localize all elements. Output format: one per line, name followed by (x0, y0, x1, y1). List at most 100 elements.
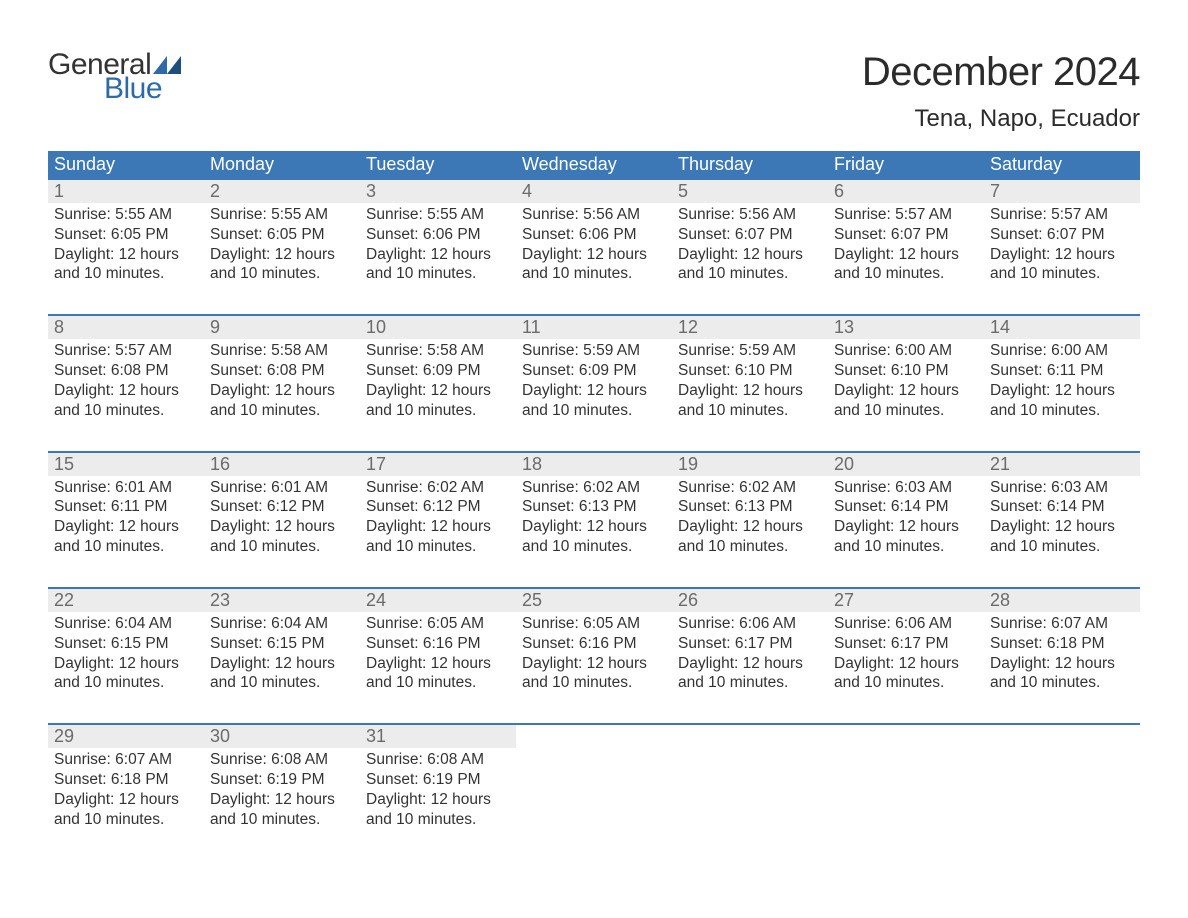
sunset-line: Sunset: 6:18 PM (54, 770, 198, 790)
day-number: 31 (360, 725, 516, 748)
day-cell: 25Sunrise: 6:05 AMSunset: 6:16 PMDayligh… (516, 589, 672, 695)
week-row: 15Sunrise: 6:01 AMSunset: 6:11 PMDayligh… (48, 451, 1140, 559)
sunset-line: Sunset: 6:16 PM (522, 634, 666, 654)
sunset-line: Sunset: 6:19 PM (210, 770, 354, 790)
daylight-line: Daylight: 12 hours and 10 minutes. (54, 245, 198, 285)
day-header: Saturday (984, 151, 1140, 178)
day-cell: 28Sunrise: 6:07 AMSunset: 6:18 PMDayligh… (984, 589, 1140, 695)
day-number: 8 (48, 316, 204, 339)
sunrise-line: Sunrise: 6:02 AM (366, 478, 510, 498)
sunrise-line: Sunrise: 5:57 AM (54, 341, 198, 361)
day-number: 4 (516, 180, 672, 203)
day-cell: 17Sunrise: 6:02 AMSunset: 6:12 PMDayligh… (360, 453, 516, 559)
day-cell: 16Sunrise: 6:01 AMSunset: 6:12 PMDayligh… (204, 453, 360, 559)
sunset-line: Sunset: 6:15 PM (54, 634, 198, 654)
sunset-line: Sunset: 6:06 PM (366, 225, 510, 245)
day-number: 28 (984, 589, 1140, 612)
day-number: 13 (828, 316, 984, 339)
week-row: 8Sunrise: 5:57 AM Sunset: 6:08 PM Daylight… (48, 314, 1140, 422)
sunset-line: Sunset: 6:13 PM (522, 497, 666, 517)
day-cell: 29Sunrise: 6:07 AMSunset: 6:18 PMDayligh… (48, 725, 204, 831)
daylight-line: Daylight: 12 hours and 10 minutes. (834, 381, 978, 421)
day-number: 23 (204, 589, 360, 612)
daylight-line: Daylight: 12 hours and 10 minutes. (366, 790, 510, 830)
day-cell (672, 725, 828, 831)
daylight-line: Daylight: 12 hours and 10 minutes. (210, 790, 354, 830)
week-row: 1Sunrise: 5:55 AMSunset: 6:05 PMDaylight… (48, 178, 1140, 286)
day-cell: 27Sunrise: 6:06 AMSunset: 6:17 PMDayligh… (828, 589, 984, 695)
daylight-line: Daylight: 12 hours and 10 minutes. (366, 381, 510, 421)
daylight-line: Daylight: 12 hours and 10 minutes. (366, 245, 510, 285)
sunrise-line: Sunrise: 6:08 AM (366, 750, 510, 770)
day-cell: 4Sunrise: 5:56 AMSunset: 6:06 PMDaylight… (516, 180, 672, 286)
sunrise-line: Sunrise: 5:57 AM (834, 205, 978, 225)
daylight-line: Daylight: 12 hours and 10 minutes. (522, 381, 666, 421)
day-number: 15 (48, 453, 204, 476)
daylight-line: Daylight: 12 hours and 10 minutes. (834, 245, 978, 285)
day-cell: 21Sunrise: 6:03 AMSunset: 6:14 PMDayligh… (984, 453, 1140, 559)
day-header: Sunday (48, 151, 204, 178)
day-number: 3 (360, 180, 516, 203)
sunset-line: Sunset: 6:13 PM (678, 497, 822, 517)
day-header: Tuesday (360, 151, 516, 178)
sunset-line: Sunset: 6:07 PM (990, 225, 1134, 245)
sunset-line: Sunset: 6:08 PM (210, 361, 354, 381)
daylight-line: Daylight: 12 hours and 10 minutes. (678, 517, 822, 557)
day-number: 9 (204, 316, 360, 339)
sunrise-line: Sunrise: 6:03 AM (990, 478, 1134, 498)
sunrise-line: Sunrise: 5:59 AM (522, 341, 666, 361)
day-cell: 10Sunrise: 5:58 AMSunset: 6:09 PMDayligh… (360, 316, 516, 422)
day-header: Friday (828, 151, 984, 178)
day-number: 18 (516, 453, 672, 476)
sunset-line: Sunset: 6:15 PM (210, 634, 354, 654)
day-cell: 31Sunrise: 6:08 AMSunset: 6:19 PMDayligh… (360, 725, 516, 831)
day-number: 12 (672, 316, 828, 339)
daylight-line: Daylight: 12 hours and 10 minutes. (834, 517, 978, 557)
day-cell: 22Sunrise: 6:04 AMSunset: 6:15 PMDayligh… (48, 589, 204, 695)
header: General Blue December 2024 Tena, Napo, E… (48, 50, 1140, 145)
day-cell: 6Sunrise: 5:57 AMSunset: 6:07 PMDaylight… (828, 180, 984, 286)
sunset-line: Sunset: 6:16 PM (366, 634, 510, 654)
page-title: December 2024 (862, 50, 1140, 95)
day-number: 30 (204, 725, 360, 748)
sunrise-line: Sunrise: 6:08 AM (210, 750, 354, 770)
day-cell: 15Sunrise: 6:01 AMSunset: 6:11 PMDayligh… (48, 453, 204, 559)
sunrise-line: Sunrise: 5:55 AM (210, 205, 354, 225)
sunrise-line: Sunrise: 6:04 AM (210, 614, 354, 634)
day-number: 14 (984, 316, 1140, 339)
sunrise-line: Sunrise: 6:06 AM (678, 614, 822, 634)
sunset-line: Sunset: 6:11 PM (990, 361, 1134, 381)
day-cell: 5Sunrise: 5:56 AMSunset: 6:07 PMDaylight… (672, 180, 828, 286)
sunrise-line: Sunrise: 5:58 AM (210, 341, 354, 361)
sunrise-line: Sunrise: 6:07 AM (990, 614, 1134, 634)
daylight-line: Daylight: 12 hours and 10 minutes. (678, 654, 822, 694)
sunset-line: Sunset: 6:14 PM (834, 497, 978, 517)
sunrise-line: Sunrise: 6:00 AM (990, 341, 1134, 361)
daylight-line: Daylight: 12 hours and 10 minutes. (522, 654, 666, 694)
sunset-line: Sunset: 6:14 PM (990, 497, 1134, 517)
daylight-line: Daylight: 12 hours and 10 minutes. (522, 517, 666, 557)
brand-logo: General Blue (48, 50, 181, 104)
day-cell: 26Sunrise: 6:06 AMSunset: 6:17 PMDayligh… (672, 589, 828, 695)
day-number: 27 (828, 589, 984, 612)
day-header: Thursday (672, 151, 828, 178)
day-cell: 12Sunrise: 5:59 AMSunset: 6:10 PMDayligh… (672, 316, 828, 422)
day-cell: 13Sunrise: 6:00 AMSunset: 6:10 PMDayligh… (828, 316, 984, 422)
sunrise-line: Sunrise: 6:02 AM (522, 478, 666, 498)
week-row: 22Sunrise: 6:04 AMSunset: 6:15 PMDayligh… (48, 587, 1140, 695)
daylight-line: Daylight: 12 hours and 10 minutes. (522, 245, 666, 285)
daylight-line: Daylight: 12 hours and 10 minutes. (210, 654, 354, 694)
day-cell (984, 725, 1140, 831)
day-number: 5 (672, 180, 828, 203)
sunrise-line: Sunrise: 5:58 AM (366, 341, 510, 361)
sunset-line: Sunset: 6:17 PM (678, 634, 822, 654)
sunrise-line: Sunrise: 5:56 AM (522, 205, 666, 225)
day-cell: 11Sunrise: 5:59 AMSunset: 6:09 PMDayligh… (516, 316, 672, 422)
sunrise-line: Sunrise: 5:55 AM (54, 205, 198, 225)
daylight-line: Daylight: 12 hours and 10 minutes. (366, 517, 510, 557)
day-cell: 24Sunrise: 6:05 AMSunset: 6:16 PMDayligh… (360, 589, 516, 695)
day-cell: 14Sunrise: 6:00 AMSunset: 6:11 PMDayligh… (984, 316, 1140, 422)
day-header-row: Sunday Monday Tuesday Wednesday Thursday… (48, 151, 1140, 178)
daylight-line: Daylight: 12 hours and 10 minutes. (834, 654, 978, 694)
daylight-line: Daylight: 12 hours and 10 minutes. (366, 654, 510, 694)
